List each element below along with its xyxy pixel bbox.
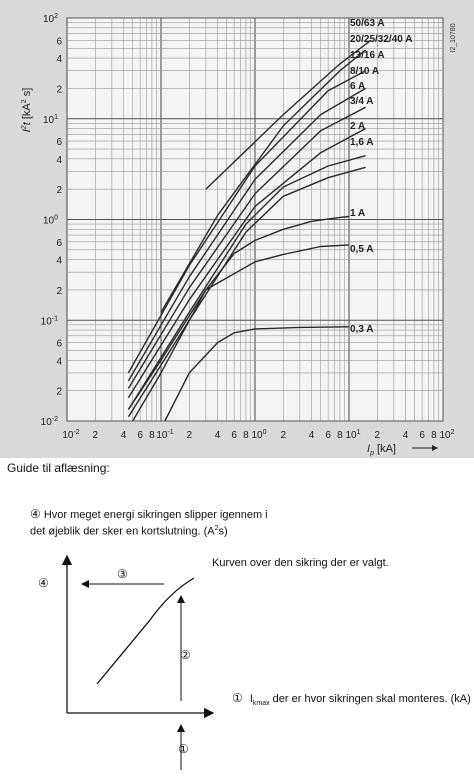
x-tick-label: 6 [137,430,143,441]
current-text: der er hvor sikringen skal monteres. (kA… [270,693,471,705]
series-label: 8/10 A [350,66,379,77]
series-label: 1,6 A [350,137,374,148]
x-tick-label: 2 [281,430,287,441]
y-axis-label: I2t [kA2 s] [21,88,33,133]
x-tick-label: 101 [345,429,360,441]
arrow-number-2: ② [180,649,191,662]
y-tick-label: 6 [56,238,62,249]
x-tick-label: 4 [215,430,221,441]
y-axis-number-4: ④ [38,577,49,590]
curve-description: Kurven over den sikring der er valgt. [212,557,389,570]
x-tick-label: 2 [187,430,193,441]
x-tick-label: 4 [121,430,127,441]
x-tick-label: 6 [419,430,425,441]
arrow-number-1: ① [178,743,189,756]
x-axis-label: Ip [kA] [367,443,396,457]
energy-line-2: det øjeblik der sker en kortslutning. (A [30,526,215,538]
series-label: 0,5 A [350,244,374,255]
y-tick-label: 2 [56,185,62,196]
i2t-chart: 10-2 2 4 6 8 10-1 2 4 6 8 100 2 4 6 8 101 2 4 6 8 10210-2246… [0,0,474,458]
series-label: 20/25/32/40 A [350,34,412,45]
x-tick-label: 6 [231,430,237,441]
y-tick-label: 6 [56,339,62,350]
energy-line-1: Hvor meget energi sikringen slipper igen… [44,509,268,521]
current-subscript: kmax [253,700,270,707]
x-tick-label: 102 [439,429,454,441]
series-label: 6 A [350,81,365,92]
series-label: 1 A [350,208,365,219]
chart-panel: 10-2 2 4 6 8 10-1 2 4 6 8 100 2 4 6 8 101 2 4 6 8 102 10-2 2 4 6… [0,0,474,458]
number-4-marker: ④ [30,507,41,521]
y-tick-label: 10-1 [41,315,58,327]
y-tick-label: 2 [56,84,62,95]
energy-description: ④ Hvor meget energi sikringen slipper ig… [30,508,268,539]
x-axis-arrow-head [432,445,438,451]
x-tick-label: 4 [309,430,315,441]
x-tick-label: 2 [93,430,99,441]
x-tick-label: 8 [431,430,437,441]
y-tick-label: 4 [56,356,62,367]
series-label: 13/16 A [350,50,385,61]
x-tick-label: 10-2 [62,429,79,441]
y-tick-label: 2 [56,286,62,297]
series-label: 50/63 A [350,18,385,29]
current-description: ① Ikmax der er hvor sikringen skal monte… [232,692,471,710]
x-tick-label: 10-1 [156,429,173,441]
x-tick-label: 8 [337,430,343,441]
guide-curve [97,578,194,684]
y-tick-label: 4 [56,155,62,166]
series-label: 3/4 A [350,96,374,107]
y-tick-label: 100 [43,215,58,227]
x-tick-label: 100 [251,429,266,441]
series-label: 2 A [350,121,365,132]
y-tick-label: 101 [43,114,58,126]
y-tick-label: 6 [56,36,62,47]
y-tick-label: 4 [56,256,62,267]
y-tick-label: 10-2 [41,416,58,428]
x-tick-label: 6 [325,430,331,441]
x-tick-label: 2 [375,430,381,441]
guide-title: Guide til aflæsning: [7,462,110,475]
x-tick-label: 4 [403,430,409,441]
series-label: 0,3 A [350,324,374,335]
y-tick-label: 102 [43,13,58,25]
y-tick-label: 2 [56,387,62,398]
y-tick-label: 4 [56,54,62,65]
document-id: I2_10780 [450,23,457,52]
x-tick-label: 8 [149,430,155,441]
y-tick-label: 6 [56,137,62,148]
number-1-marker: ① [232,691,243,705]
energy-unit-end: s) [219,526,228,538]
arrow-number-3: ③ [117,568,128,581]
x-tick-label: 8 [243,430,249,441]
